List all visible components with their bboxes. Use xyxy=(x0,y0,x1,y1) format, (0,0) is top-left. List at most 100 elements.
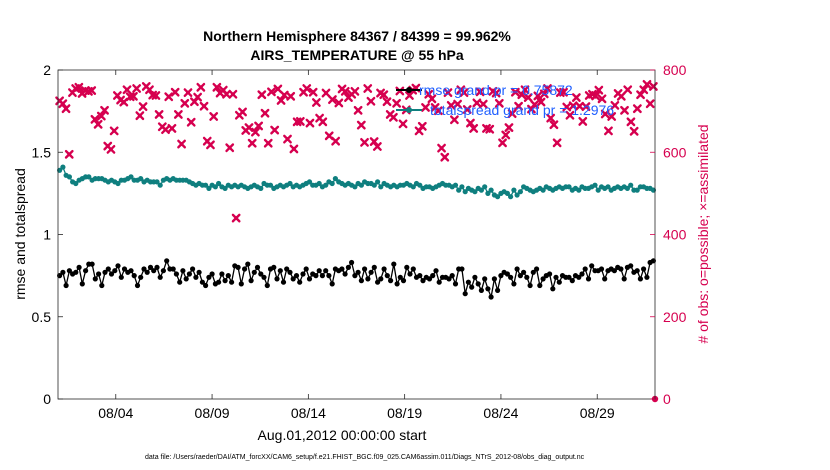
point-rmse xyxy=(271,264,277,270)
point-totalspread xyxy=(495,194,501,200)
y-tick-label-right: 800 xyxy=(663,62,687,78)
obs-assimilated-marker xyxy=(186,117,196,127)
y-tick-label-right: 0 xyxy=(663,391,671,407)
point-totalspread xyxy=(267,182,274,188)
obs-assimilated-marker xyxy=(173,110,183,119)
point-totalspread xyxy=(222,185,228,191)
y-tick-label-right: 200 xyxy=(663,309,687,325)
point-rmse xyxy=(569,278,575,284)
point-rmse xyxy=(362,266,368,272)
point-rmse xyxy=(83,268,89,274)
obs-assimilated-marker xyxy=(427,94,437,104)
point-totalspread xyxy=(410,184,416,190)
point-rmse xyxy=(498,273,504,279)
obs-assimilated-marker xyxy=(267,87,276,97)
obs-assimilated-marker xyxy=(199,101,209,111)
point-rmse xyxy=(407,271,413,277)
axis-layer: 08/04 08/09 08/14 08/19 08/24 08/2900.511.520… xyxy=(32,62,687,421)
point-rmse xyxy=(225,273,231,279)
obs-assimilated-marker xyxy=(212,82,222,92)
point-rmse xyxy=(540,276,546,282)
point-rmse xyxy=(628,263,634,269)
point-rmse xyxy=(242,266,248,272)
obs-assimilated-marker xyxy=(616,91,626,101)
obs-assimilated-marker xyxy=(273,84,283,94)
obs-assimilated-marker xyxy=(90,114,100,124)
point-rmse xyxy=(621,276,627,282)
obs-assimilated-marker xyxy=(260,108,270,118)
point-rmse xyxy=(426,276,433,282)
obs-assimilated-marker xyxy=(632,104,642,114)
point-rmse xyxy=(199,279,205,285)
point-rmse xyxy=(316,268,322,274)
point-rmse xyxy=(144,269,150,275)
point-totalspread xyxy=(258,185,264,191)
point-rmse xyxy=(400,278,407,284)
point-totalspread xyxy=(287,180,293,187)
point-rmse xyxy=(293,273,300,279)
obs-assimilated-marker xyxy=(629,126,639,136)
point-rmse xyxy=(433,268,439,274)
point-rmse xyxy=(550,286,556,292)
point-totalspread xyxy=(576,187,582,193)
obs-assimilated-marker xyxy=(405,91,414,100)
point-totalspread xyxy=(128,174,134,180)
obs-assimilated-marker xyxy=(568,101,578,111)
point-rmse xyxy=(553,274,559,280)
obs-assimilated-marker xyxy=(491,88,501,98)
point-totalspread xyxy=(472,189,478,195)
point-rmse xyxy=(248,278,254,284)
obs-assimilated-marker xyxy=(61,104,71,114)
obs-assimilated-marker xyxy=(254,121,264,131)
point-rmse xyxy=(190,266,196,272)
obs-assimilated-marker xyxy=(263,138,273,148)
obs-assimilated-marker xyxy=(58,99,68,109)
obs-assimilated-marker xyxy=(308,87,318,97)
obs-assimilated-marker xyxy=(177,139,186,149)
obs-assimilated-marker xyxy=(543,84,552,93)
point-rmse xyxy=(352,273,358,279)
point-totalspread xyxy=(203,182,209,188)
point-rmse xyxy=(229,279,235,285)
point-rmse xyxy=(287,269,293,275)
point-rmse xyxy=(358,278,364,284)
y-axis-label-right: # of obs: o=possible; ×=assimilated xyxy=(695,124,711,343)
point-rmse xyxy=(76,264,82,270)
obs-assimilated-marker xyxy=(129,91,138,101)
point-rmse xyxy=(261,274,267,280)
obs-assimilated-marker xyxy=(597,94,607,104)
obs-assimilated-marker xyxy=(64,149,74,159)
obs-assimilated-marker xyxy=(167,123,177,133)
point-rmse xyxy=(147,264,154,270)
point-rmse xyxy=(365,276,371,282)
obs-assimilated-marker xyxy=(453,99,463,109)
obs-assimilated-marker xyxy=(74,82,84,92)
obs-assimilated-marker xyxy=(180,98,190,108)
x-tick-label: 08/04 xyxy=(98,405,133,421)
y-tick-label: 0.5 xyxy=(32,309,52,325)
obs-assimilated-marker xyxy=(610,100,620,110)
point-rmse xyxy=(488,294,494,300)
obs-assimilated-marker xyxy=(318,117,328,127)
obs-assimilated-marker xyxy=(132,84,142,93)
point-rmse xyxy=(641,266,647,272)
point-rmse xyxy=(579,271,585,277)
point-rmse xyxy=(151,268,157,274)
point-rmse xyxy=(303,266,309,272)
obs-assimilated-marker xyxy=(626,117,636,127)
point-totalspread xyxy=(514,192,520,198)
point-rmse xyxy=(368,269,374,275)
point-rmse xyxy=(371,264,377,270)
point-rmse xyxy=(459,266,465,272)
obs-assimilated-marker xyxy=(196,82,206,92)
point-rmse xyxy=(160,268,166,274)
obs-assimilated-marker xyxy=(498,138,507,148)
point-rmse xyxy=(611,268,618,274)
point-rmse xyxy=(219,271,225,277)
point-totalspread xyxy=(504,190,510,196)
point-totalspread xyxy=(60,164,66,170)
point-rmse xyxy=(598,266,605,272)
obs-assimilated-marker xyxy=(398,119,408,129)
y-tick-label: 1 xyxy=(43,227,51,243)
obs-assimilated-marker xyxy=(575,101,584,111)
